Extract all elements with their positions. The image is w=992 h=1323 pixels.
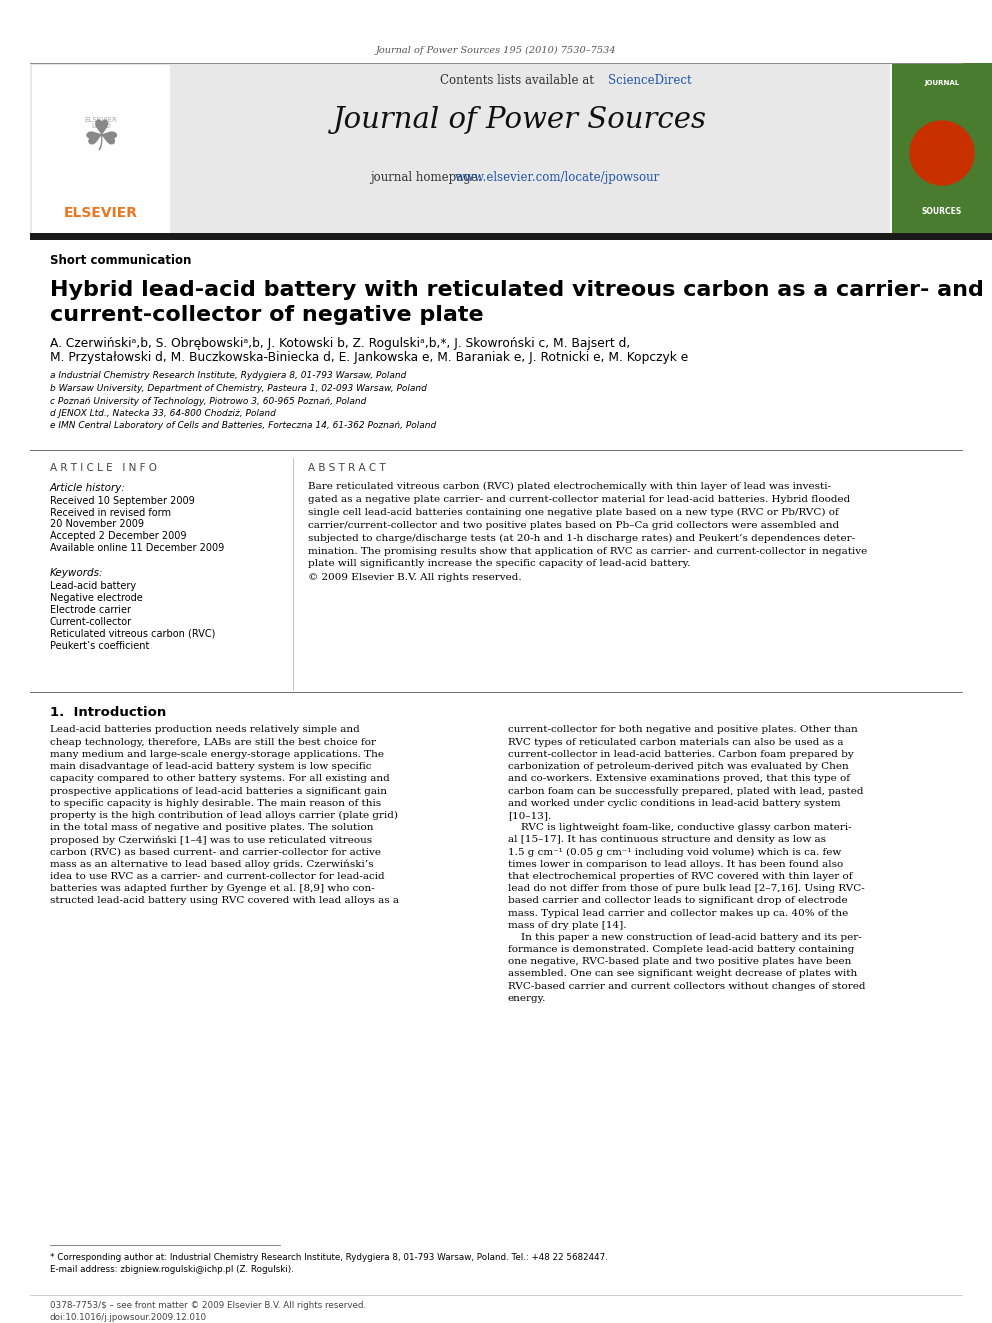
Text: many medium and large-scale energy-storage applications. The: many medium and large-scale energy-stora… (50, 750, 384, 759)
Text: b Warsaw University, Department of Chemistry, Pasteura 1, 02-093 Warsaw, Poland: b Warsaw University, Department of Chemi… (50, 384, 427, 393)
Text: mass as an alternative to lead based alloy grids. Czerwiński’s: mass as an alternative to lead based all… (50, 860, 374, 869)
Text: RVC-based carrier and current collectors without changes of stored: RVC-based carrier and current collectors… (508, 982, 865, 991)
Text: 0378-7753/$ – see front matter © 2009 Elsevier B.V. All rights reserved.: 0378-7753/$ – see front matter © 2009 El… (50, 1302, 366, 1311)
Text: Hybrid lead-acid battery with reticulated vitreous carbon as a carrier- and: Hybrid lead-acid battery with reticulate… (50, 280, 984, 300)
Text: plate will significantly increase the specific capacity of lead-acid battery.: plate will significantly increase the sp… (308, 560, 690, 569)
Text: current-collector in lead-acid batteries. Carbon foam prepared by: current-collector in lead-acid batteries… (508, 750, 854, 759)
Text: www.elsevier.com/locate/jpowsour: www.elsevier.com/locate/jpowsour (455, 172, 661, 184)
Text: A B S T R A C T: A B S T R A C T (308, 463, 386, 474)
Text: main disadvantage of lead-acid battery system is low specific: main disadvantage of lead-acid battery s… (50, 762, 371, 771)
Text: c Poznań University of Technology, Piotrowo 3, 60-965 Poznań, Poland: c Poznań University of Technology, Piotr… (50, 397, 366, 406)
Text: SOURCES: SOURCES (922, 206, 962, 216)
Text: gated as a negative plate carrier- and current-collector material for lead-acid : gated as a negative plate carrier- and c… (308, 495, 850, 504)
Text: mass. Typical lead carrier and collector makes up ca. 40% of the: mass. Typical lead carrier and collector… (508, 909, 848, 917)
Text: RVC is lightweight foam-like, conductive glassy carbon materi-: RVC is lightweight foam-like, conductive… (508, 823, 851, 832)
Text: structed lead-acid battery using RVC covered with lead alloys as a: structed lead-acid battery using RVC cov… (50, 896, 399, 905)
Circle shape (910, 120, 974, 185)
Text: 1.5 g cm⁻¹ (0.05 g cm⁻¹ including void volume) which is ca. few: 1.5 g cm⁻¹ (0.05 g cm⁻¹ including void v… (508, 848, 841, 856)
Text: and co-workers. Extensive examinations proved, that this type of: and co-workers. Extensive examinations p… (508, 774, 850, 783)
Text: Peukert’s coefficient: Peukert’s coefficient (50, 642, 150, 651)
Text: subjected to charge/discharge tests (at 20-h and 1-h discharge rates) and Peuker: subjected to charge/discharge tests (at … (308, 533, 855, 542)
Text: d JENOX Ltd., Natecka 33, 64-800 Chodziż, Poland: d JENOX Ltd., Natecka 33, 64-800 Chodziż… (50, 409, 276, 418)
Text: Negative electrode: Negative electrode (50, 593, 143, 603)
Text: POWER
SOURCES: POWER SOURCES (920, 143, 964, 164)
Text: 1.  Introduction: 1. Introduction (50, 705, 167, 718)
Text: that electrochemical properties of RVC covered with thin layer of: that electrochemical properties of RVC c… (508, 872, 852, 881)
Text: M. Przystałowski d, M. Buczkowska-Biniecka d, E. Jankowska e, M. Baraniak e, J. : M. Przystałowski d, M. Buczkowska-Biniec… (50, 352, 688, 365)
Text: assembled. One can see significant weight decrease of plates with: assembled. One can see significant weigh… (508, 970, 857, 979)
Text: a Industrial Chemistry Research Institute, Rydygiera 8, 01-793 Warsaw, Poland: a Industrial Chemistry Research Institut… (50, 372, 407, 381)
Bar (30, 233, 992, 239)
Text: A R T I C L E   I N F O: A R T I C L E I N F O (50, 463, 157, 474)
Text: mass of dry plate [14].: mass of dry plate [14]. (508, 921, 627, 930)
Text: carbonization of petroleum-derived pitch was evaluated by Chen: carbonization of petroleum-derived pitch… (508, 762, 849, 771)
Text: ScienceDirect: ScienceDirect (608, 74, 691, 86)
Text: In this paper a new construction of lead-acid battery and its per-: In this paper a new construction of lead… (508, 933, 862, 942)
Text: energy.: energy. (508, 994, 547, 1003)
Text: journal homepage:: journal homepage: (370, 172, 485, 184)
Text: current-collector for both negative and positive plates. Other than: current-collector for both negative and … (508, 725, 858, 734)
Text: carbon (RVC) as based current- and carrier-collector for active: carbon (RVC) as based current- and carri… (50, 848, 381, 856)
Text: Contents lists available at: Contents lists available at (440, 74, 597, 86)
Text: Reticulated vitreous carbon (RVC): Reticulated vitreous carbon (RVC) (50, 628, 215, 639)
Text: A. Czerwińskiᵃ,b, S. Obrębowskiᵃ,b, J. Kotowski b, Z. Rogulskiᵃ,b,*, J. Skowrońs: A. Czerwińskiᵃ,b, S. Obrębowskiᵃ,b, J. K… (50, 336, 630, 349)
Bar (30, 64, 890, 235)
Bar (892, 64, 992, 235)
Text: one negative, RVC-based plate and two positive plates have been: one negative, RVC-based plate and two po… (508, 958, 851, 966)
Text: idea to use RVC as a carrier- and current-collector for lead-acid: idea to use RVC as a carrier- and curren… (50, 872, 385, 881)
Text: and worked under cyclic conditions in lead-acid battery system: and worked under cyclic conditions in le… (508, 799, 840, 808)
Text: E-mail address: zbigniew.rogulski@ichp.pl (Z. Rogulski).: E-mail address: zbigniew.rogulski@ichp.p… (50, 1265, 294, 1274)
Text: lead do not differ from those of pure bulk lead [2–7,16]. Using RVC-: lead do not differ from those of pure bu… (508, 884, 865, 893)
Text: cheap technology, therefore, LABs are still the best choice for: cheap technology, therefore, LABs are st… (50, 738, 376, 746)
Text: Bare reticulated vitreous carbon (RVC) plated electrochemically with thin layer : Bare reticulated vitreous carbon (RVC) p… (308, 482, 831, 491)
Text: ☘: ☘ (82, 116, 120, 159)
Text: prospective applications of lead-acid batteries a significant gain: prospective applications of lead-acid ba… (50, 786, 387, 795)
Bar (32, 65, 170, 233)
Text: times lower in comparison to lead alloys. It has been found also: times lower in comparison to lead alloys… (508, 860, 843, 869)
Text: Lead-acid battery: Lead-acid battery (50, 581, 136, 591)
Text: ELSEVIER: ELSEVIER (64, 206, 138, 220)
Text: Electrode carrier: Electrode carrier (50, 605, 131, 615)
Text: al [15–17]. It has continuous structure and density as low as: al [15–17]. It has continuous structure … (508, 835, 826, 844)
Text: Journal of Power Sources 195 (2010) 7530–7534: Journal of Power Sources 195 (2010) 7530… (376, 45, 616, 54)
Text: formance is demonstrated. Complete lead-acid battery containing: formance is demonstrated. Complete lead-… (508, 945, 854, 954)
Text: e IMN Central Laboratory of Cells and Batteries, Forteczna 14, 61-362 Poznań, Po: e IMN Central Laboratory of Cells and Ba… (50, 422, 436, 430)
Text: Available online 11 December 2009: Available online 11 December 2009 (50, 542, 224, 553)
Text: Journal of Power Sources: Journal of Power Sources (333, 106, 707, 134)
Text: current-collector of negative plate: current-collector of negative plate (50, 306, 484, 325)
Text: 20 November 2009: 20 November 2009 (50, 519, 144, 529)
Text: in the total mass of negative and positive plates. The solution: in the total mass of negative and positi… (50, 823, 374, 832)
Text: single cell lead-acid batteries containing one negative plate based on a new typ: single cell lead-acid batteries containi… (308, 508, 839, 516)
Text: * Corresponding author at: Industrial Chemistry Research Institute, Rydygiera 8,: * Corresponding author at: Industrial Ch… (50, 1253, 608, 1262)
Text: JOURNAL: JOURNAL (925, 79, 959, 86)
Text: Lead-acid batteries production needs relatively simple and: Lead-acid batteries production needs rel… (50, 725, 360, 734)
Text: Received 10 September 2009: Received 10 September 2009 (50, 496, 194, 505)
Text: carrier/current-collector and two positive plates based on Pb–Ca grid collectors: carrier/current-collector and two positi… (308, 520, 839, 529)
Text: Keywords:: Keywords: (50, 568, 103, 578)
Text: to specific capacity is highly desirable. The main reason of this: to specific capacity is highly desirable… (50, 799, 381, 808)
Text: property is the high contribution of lead alloys carrier (plate grid): property is the high contribution of lea… (50, 811, 398, 820)
Text: Current-collector: Current-collector (50, 617, 132, 627)
Text: © 2009 Elsevier B.V. All rights reserved.: © 2009 Elsevier B.V. All rights reserved… (308, 573, 522, 582)
Text: Received in revised form: Received in revised form (50, 508, 171, 519)
Text: Short communication: Short communication (50, 254, 191, 266)
Text: ELSEVIER
LOGO: ELSEVIER LOGO (84, 116, 117, 130)
Text: mination. The promising results show that application of RVC as carrier- and cur: mination. The promising results show tha… (308, 546, 867, 556)
Text: batteries was adapted further by Gyenge et al. [8,9] who con-: batteries was adapted further by Gyenge … (50, 884, 375, 893)
Text: carbon foam can be successfully prepared, plated with lead, pasted: carbon foam can be successfully prepared… (508, 786, 863, 795)
Text: based carrier and collector leads to significant drop of electrode: based carrier and collector leads to sig… (508, 896, 847, 905)
Text: proposed by Czerwiński [1–4] was to use reticulated vitreous: proposed by Czerwiński [1–4] was to use … (50, 835, 372, 844)
Text: doi:10.1016/j.jpowsour.2009.12.010: doi:10.1016/j.jpowsour.2009.12.010 (50, 1312, 207, 1322)
Text: Accepted 2 December 2009: Accepted 2 December 2009 (50, 531, 186, 541)
Text: Article history:: Article history: (50, 483, 126, 493)
Text: RVC types of reticulated carbon materials can also be used as a: RVC types of reticulated carbon material… (508, 738, 843, 746)
Text: [10–13].: [10–13]. (508, 811, 552, 820)
Text: capacity compared to other battery systems. For all existing and: capacity compared to other battery syste… (50, 774, 390, 783)
